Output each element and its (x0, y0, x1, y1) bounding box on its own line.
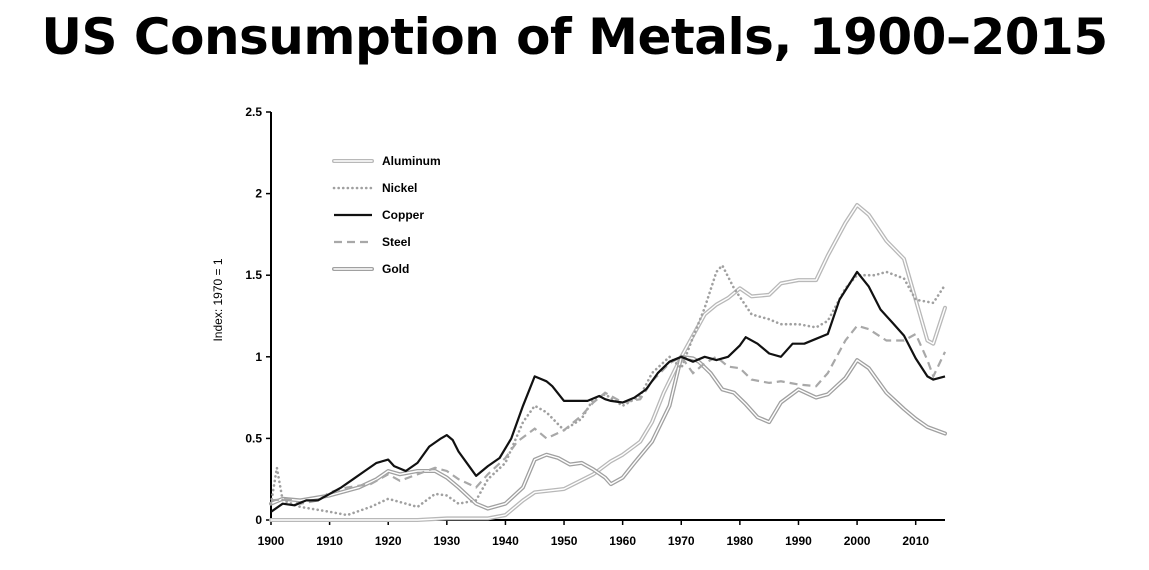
series-line-gold-inner (270, 356, 946, 510)
axes: 0 0.5 1 1.5 2 2.5 1900 1910 1920 1930 1940 1950 1960… (245, 105, 945, 548)
x-tick-label: 1900 (258, 534, 285, 548)
legend-copper-label: Copper (382, 208, 424, 222)
series-line-steel (270, 324, 946, 505)
series-line-copper (270, 270, 946, 513)
legend-aluminum: Aluminum (332, 154, 441, 168)
x-tick-label: 2010 (902, 534, 929, 548)
y-tick-label: 0 (255, 513, 262, 527)
x-tick-label: 1910 (316, 534, 343, 548)
x-tick-label: 1950 (551, 534, 578, 548)
x-tick-label: 1930 (433, 534, 460, 548)
legend-nickel-label: Nickel (382, 181, 417, 195)
series-line-aluminum (269, 203, 947, 522)
series-line-aluminum-outer (269, 203, 947, 522)
legend-gold-label: Gold (382, 262, 409, 276)
legend: Aluminum Nickel Copper Steel Gold (332, 154, 441, 276)
series-line-gold (269, 354, 947, 511)
series-lines (269, 203, 947, 522)
x-tick-label: 1970 (668, 534, 695, 548)
x-tick-label: 1940 (492, 534, 519, 548)
series-line-steel (270, 324, 946, 505)
series-line-nickel (269, 263, 947, 517)
x-tick-label: 1990 (785, 534, 812, 548)
legend-gold: Gold (332, 262, 409, 276)
series-line-aluminum-inner (270, 204, 946, 521)
y-axis-label: Index: 1970 = 1 (211, 258, 225, 341)
legend-steel: Steel (334, 235, 411, 249)
x-tick-label: 1980 (727, 534, 754, 548)
y-tick-label: 1 (255, 350, 262, 364)
series-line-nickel (269, 263, 947, 517)
y-tick-label: 2.5 (245, 105, 262, 119)
series-line-copper (270, 270, 946, 513)
chart-title: US Consumption of Metals, 1900–2015 (41, 8, 1108, 66)
x-tick-label: 1920 (375, 534, 402, 548)
y-tick-label: 0.5 (245, 431, 262, 445)
legend-nickel: Nickel (332, 181, 417, 195)
x-tick-label: 2000 (844, 534, 871, 548)
legend-aluminum-label: Aluminum (382, 154, 441, 168)
y-tick-label: 1.5 (245, 268, 262, 282)
x-tick-label: 1960 (609, 534, 636, 548)
legend-copper: Copper (334, 208, 424, 222)
legend-steel-label: Steel (382, 235, 411, 249)
y-tick-label: 2 (255, 187, 262, 201)
